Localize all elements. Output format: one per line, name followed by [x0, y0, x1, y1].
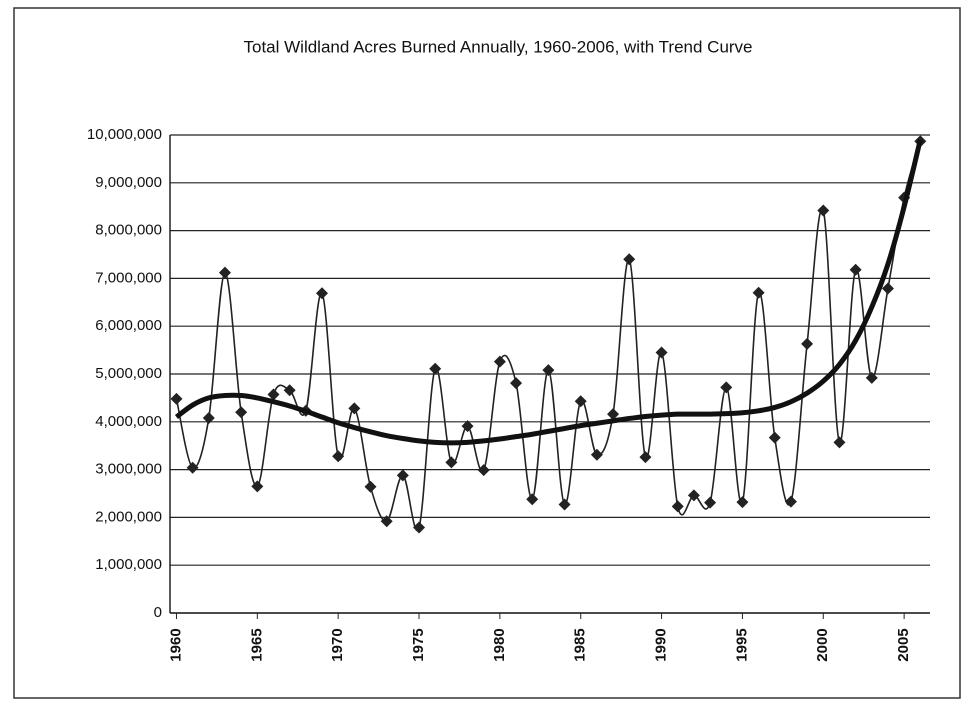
point: [202, 411, 215, 424]
point: [752, 286, 765, 299]
x-tick-label: 1960: [167, 628, 184, 661]
x-tick-label: 1980: [491, 628, 508, 661]
point: [623, 253, 636, 266]
point: [170, 392, 183, 405]
point: [477, 464, 490, 477]
y-tick-label: 1,000,000: [95, 556, 162, 573]
point: [396, 469, 409, 482]
y-tick-label: 7,000,000: [95, 269, 162, 286]
point: [445, 456, 458, 469]
point: [720, 381, 733, 394]
point: [704, 496, 717, 509]
point: [784, 495, 797, 508]
point: [332, 450, 345, 463]
point: [316, 287, 328, 300]
point: [493, 355, 506, 368]
point: [542, 364, 555, 377]
x-tick-label: 2000: [814, 628, 831, 661]
point: [558, 498, 571, 511]
chart-frame: [13, 7, 961, 699]
point: [235, 406, 248, 419]
point: [461, 420, 474, 433]
chart-title: Total Wildland Acres Burned Annually, 19…: [243, 37, 752, 56]
point: [413, 521, 426, 534]
point: [687, 489, 700, 502]
x-tick-label: 1970: [329, 628, 346, 661]
point: [833, 436, 846, 449]
x-tick-label: 1975: [410, 628, 427, 661]
y-tick-label: 0: [154, 604, 162, 621]
x-tick-label: 2005: [895, 628, 912, 661]
point: [590, 448, 603, 461]
x-tick-label: 1965: [248, 628, 265, 661]
y-tick-label: 4,000,000: [95, 413, 162, 430]
point: [526, 493, 539, 506]
x-tick-label: 1985: [572, 628, 589, 661]
point: [574, 395, 587, 408]
point: [267, 388, 280, 401]
point: [865, 371, 878, 384]
point: [801, 337, 814, 350]
point: [364, 480, 377, 493]
x-tick-label: 1990: [653, 628, 670, 661]
point: [429, 362, 442, 375]
point: [607, 408, 620, 421]
y-tick-label: 5,000,000: [95, 365, 162, 382]
point: [881, 282, 894, 295]
point: [283, 384, 296, 397]
point: [510, 377, 523, 390]
point: [655, 346, 668, 359]
y-tick-label: 3,000,000: [95, 461, 162, 478]
y-tick-label: 9,000,000: [95, 174, 162, 191]
point: [736, 496, 749, 509]
point: [671, 500, 684, 513]
point: [218, 266, 231, 279]
point: [251, 480, 264, 493]
y-tick-label: 6,000,000: [95, 317, 162, 334]
point: [639, 451, 652, 464]
point: [380, 515, 393, 528]
y-tick-label: 2,000,000: [95, 508, 162, 525]
y-tick-label: 10,000,000: [87, 126, 162, 143]
x-tick-label: 1995: [733, 628, 750, 661]
y-tick-label: 8,000,000: [95, 222, 162, 239]
point: [348, 402, 361, 415]
point: [817, 204, 830, 217]
point: [849, 263, 862, 276]
trend-line: [174, 139, 923, 446]
point: [186, 461, 199, 474]
data-line: [175, 140, 922, 532]
point: [768, 431, 781, 444]
